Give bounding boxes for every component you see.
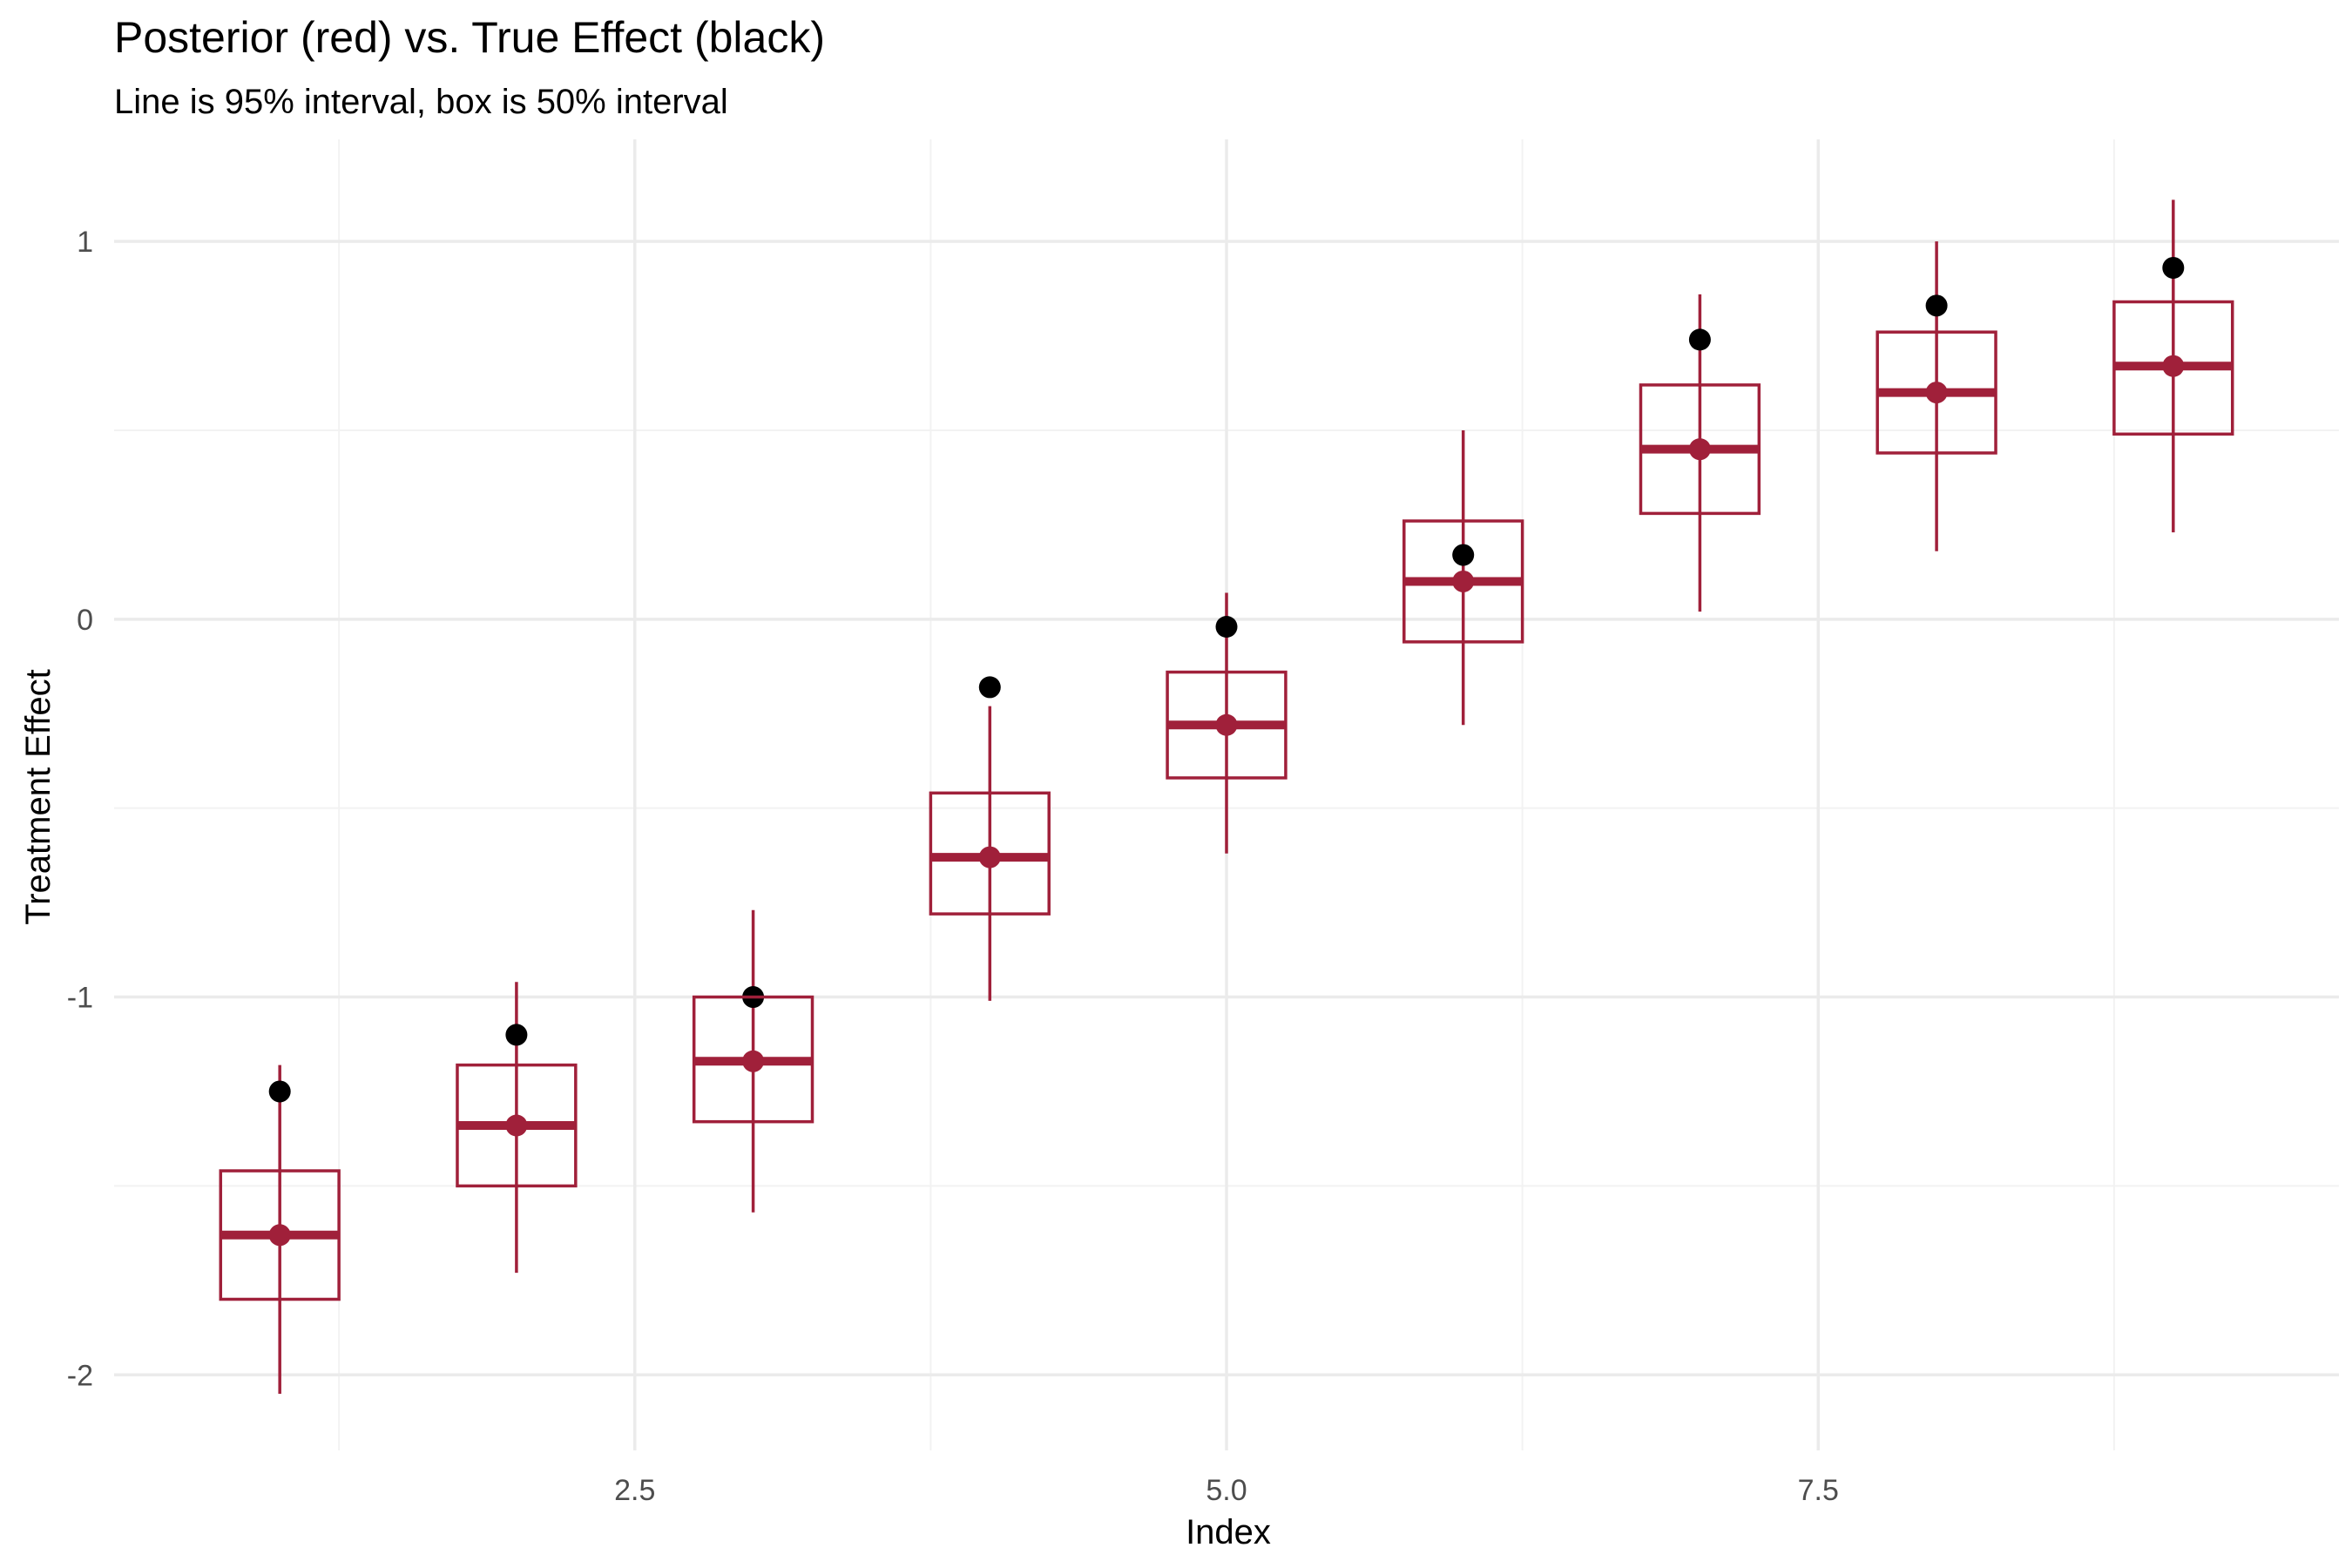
posterior-median-point: [978, 846, 1001, 868]
true-effect-point: [978, 676, 1001, 699]
posterior-median-point: [1688, 438, 1711, 461]
true-effect-point: [1688, 328, 1711, 351]
true-effect-point: [505, 1024, 528, 1046]
posterior-median-point: [742, 1050, 765, 1072]
true-effect-point: [1215, 615, 1238, 638]
x-tick-label: 2.5: [614, 1474, 655, 1507]
chart-subtitle: Line is 95% interval, box is 50% interva…: [114, 83, 728, 121]
x-tick-label: 5.0: [1206, 1474, 1247, 1507]
chart-title: Posterior (red) vs. True Effect (black): [114, 13, 825, 62]
y-tick-label: -2: [67, 1359, 93, 1392]
posterior-median-point: [505, 1114, 528, 1137]
data-marks: [219, 199, 2234, 1394]
x-tick-label: 7.5: [1798, 1474, 1839, 1507]
y-tick-label: 0: [77, 604, 93, 637]
y-tick-label: 1: [77, 226, 93, 259]
posterior-median-point: [268, 1224, 291, 1247]
y-axis-title: Treatment Effect: [19, 669, 57, 924]
true-effect-point: [1925, 294, 1948, 317]
posterior-median-point: [2162, 355, 2185, 377]
posterior-median-point: [1215, 713, 1238, 736]
y-tick-label: -1: [67, 982, 93, 1015]
true-effect-point: [1452, 544, 1475, 566]
posterior-median-point: [1452, 570, 1475, 592]
x-axis-title: Index: [1186, 1513, 1271, 1551]
tick-labels: -2 -1 0 1 2.5 5.0 7.5: [67, 226, 1839, 1507]
posterior-median-point: [1925, 382, 1948, 404]
true-effect-point: [268, 1080, 291, 1103]
true-effect-point: [2162, 256, 2185, 279]
